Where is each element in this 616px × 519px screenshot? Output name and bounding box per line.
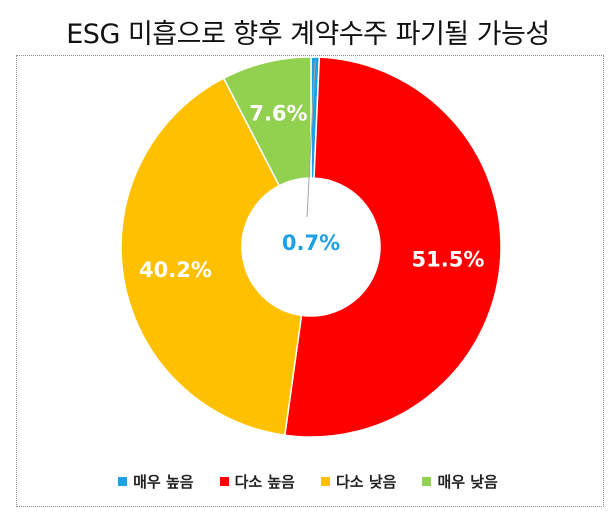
data-label-4: 7.6%: [249, 101, 307, 125]
chart-title: ESG 미흡으로 향후 계약수주 파기될 가능성: [66, 19, 550, 50]
legend-swatch: [321, 477, 330, 486]
chart-frame: [16, 55, 604, 507]
donut-labels: 0.7% 51.5% 40.2% 7.6%: [139, 61, 484, 282]
data-label-2: 51.5%: [412, 248, 485, 272]
legend-swatch: [219, 477, 229, 486]
donut-slices: [120, 56, 502, 438]
legend-item-3: 다소 낮음: [321, 471, 396, 492]
legend-item-1: 매우 높음: [118, 471, 194, 492]
data-label-3: 40.2%: [139, 258, 212, 282]
data-label-1: 0.7%: [282, 231, 340, 255]
donut-slice-4: [222, 56, 312, 187]
legend-label: 다소 낮음: [336, 473, 397, 491]
donut-slice-2: [283, 56, 502, 438]
chart-legend: 매우 높음 다소 높음 다소 낮음 매우 낮음: [0, 471, 616, 492]
legend-label: 다소 높음: [234, 473, 295, 491]
legend-label: 매우 낮음: [437, 473, 498, 491]
legend-label: 매우 높음: [133, 473, 194, 491]
legend-swatch: [422, 477, 432, 486]
legend-item-2: 다소 높음: [219, 471, 295, 492]
leader-line: [306, 61, 316, 218]
legend-swatch: [118, 477, 128, 486]
legend-item-4: 매우 낮음: [422, 471, 498, 492]
donut-slice-3: [120, 77, 303, 437]
